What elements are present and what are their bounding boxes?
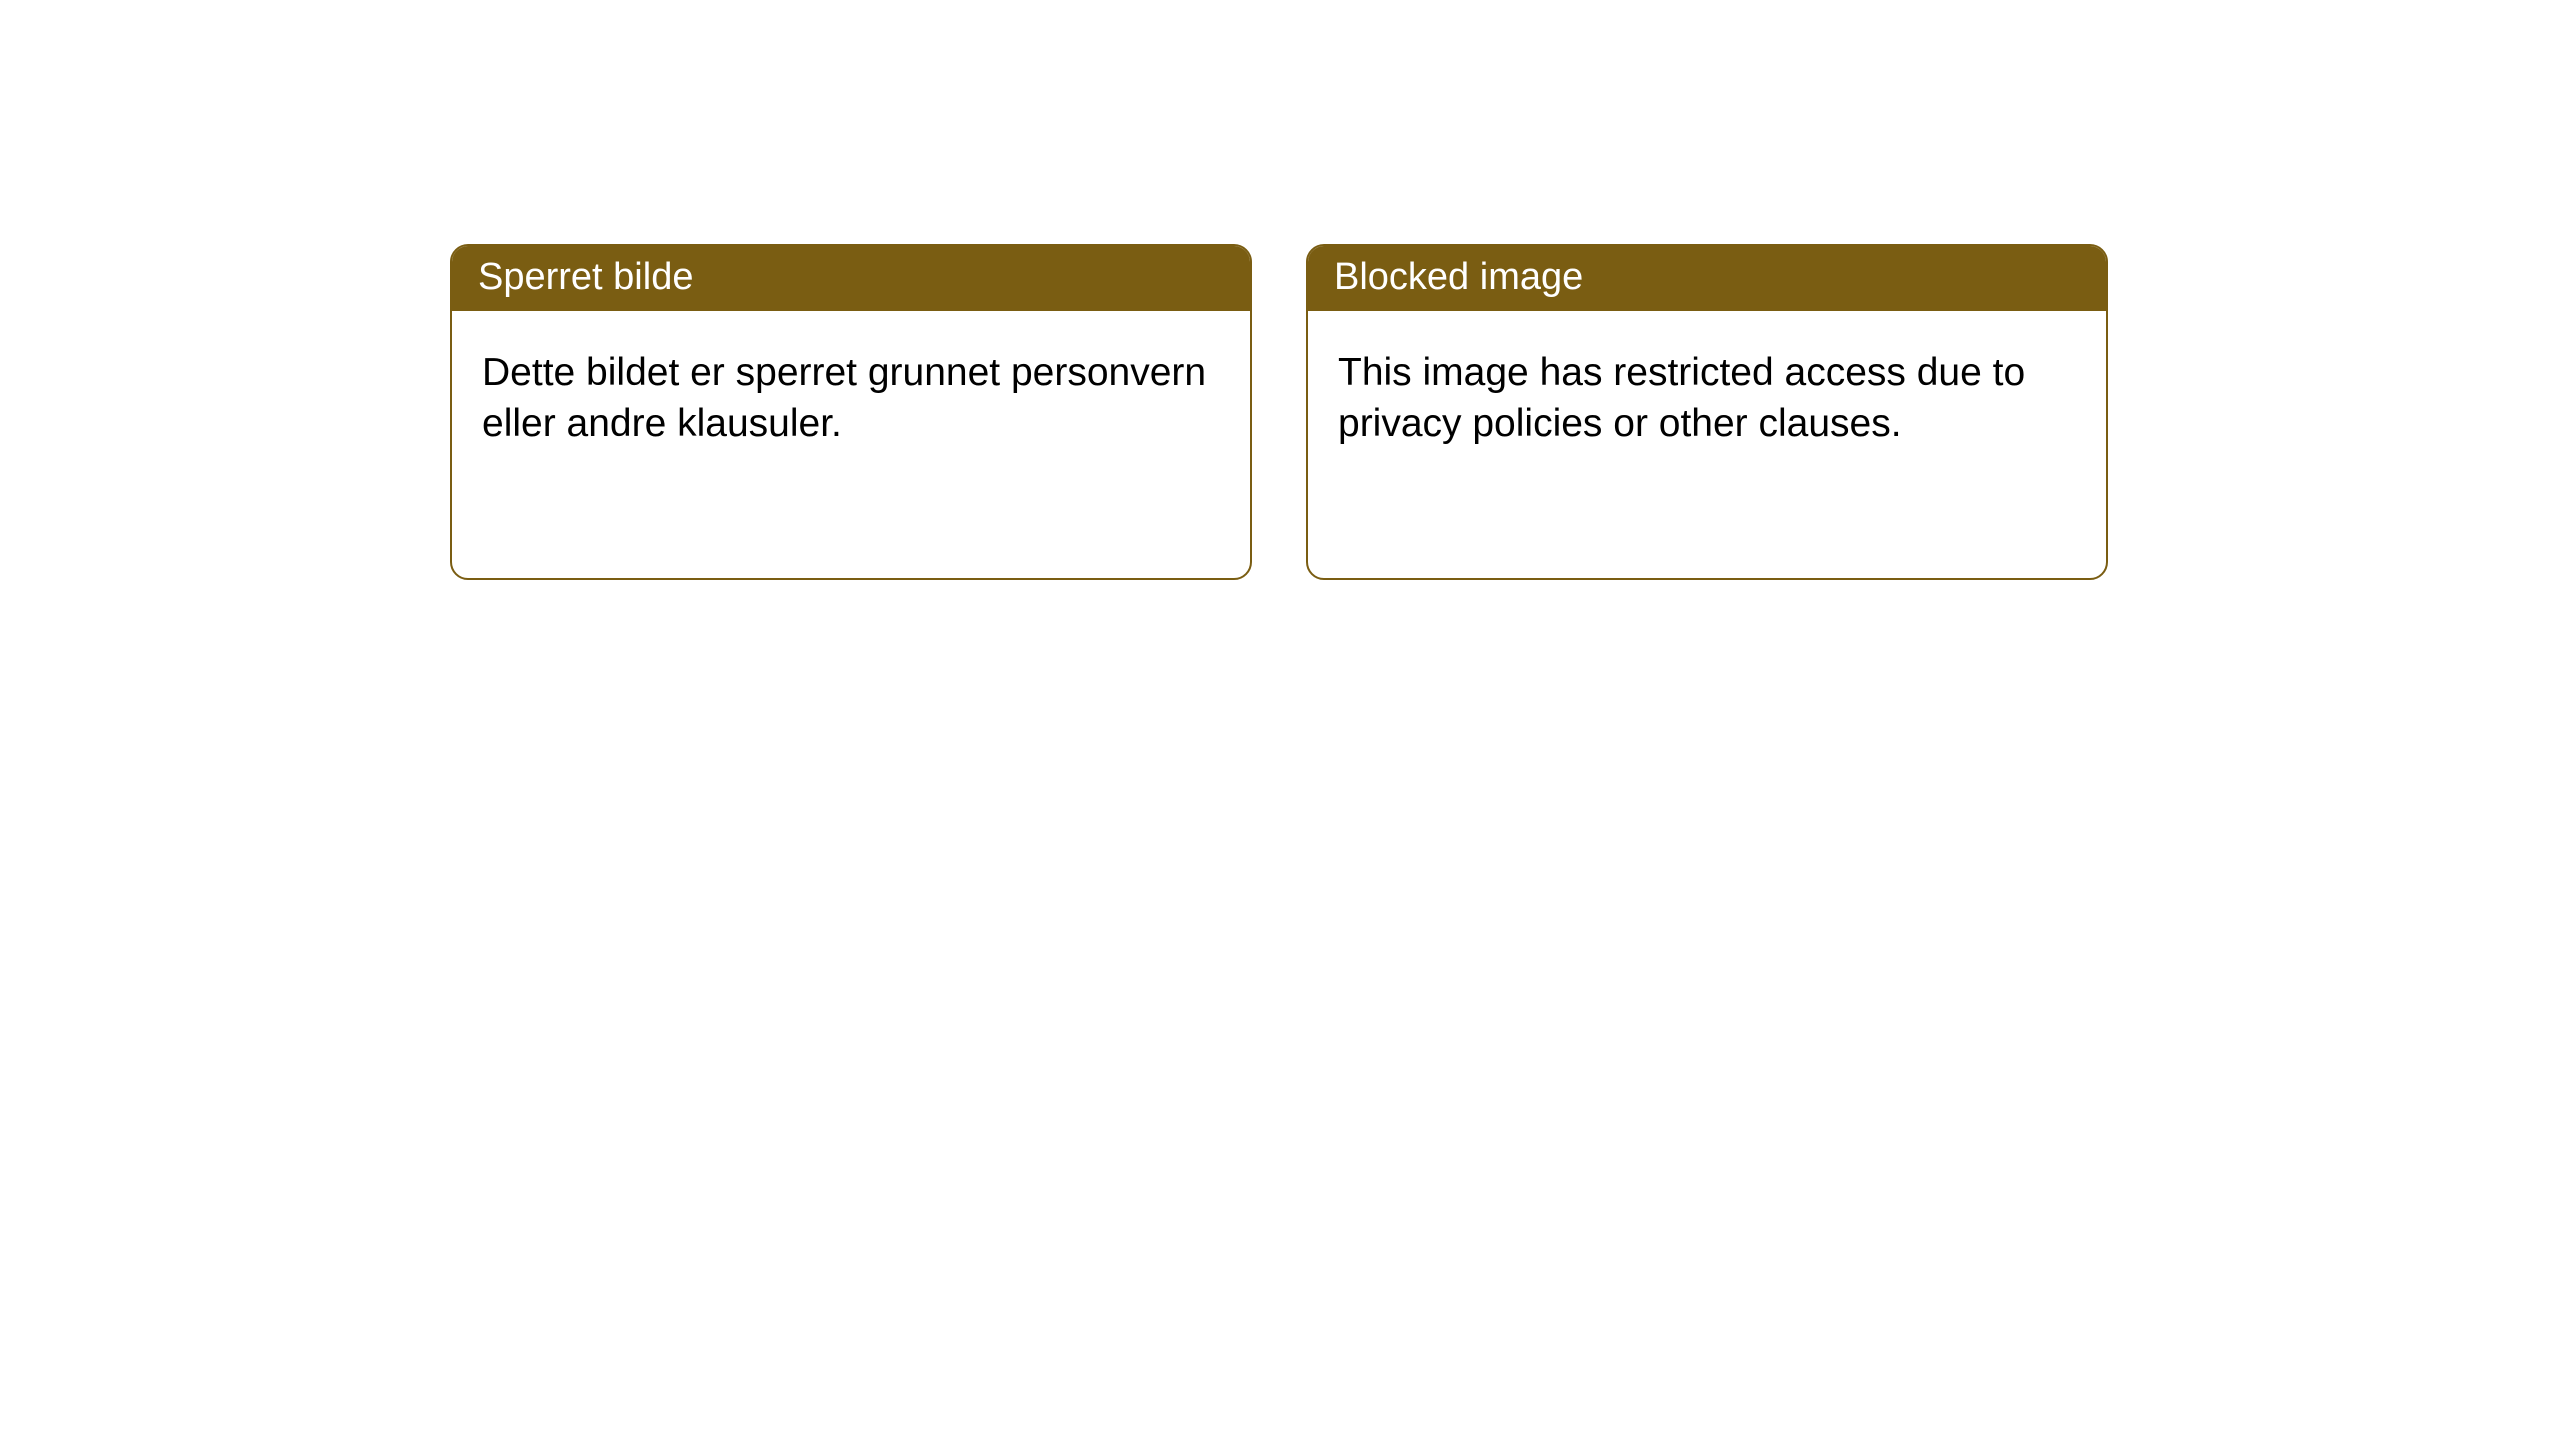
notice-body-norwegian: Dette bildet er sperret grunnet personve… bbox=[452, 311, 1250, 486]
notice-box-norwegian: Sperret bilde Dette bildet er sperret gr… bbox=[450, 244, 1252, 580]
notice-header-norwegian: Sperret bilde bbox=[452, 246, 1250, 311]
notice-header-english: Blocked image bbox=[1308, 246, 2106, 311]
notices-container: Sperret bilde Dette bildet er sperret gr… bbox=[0, 0, 2560, 580]
notice-box-english: Blocked image This image has restricted … bbox=[1306, 244, 2108, 580]
notice-body-english: This image has restricted access due to … bbox=[1308, 311, 2106, 486]
